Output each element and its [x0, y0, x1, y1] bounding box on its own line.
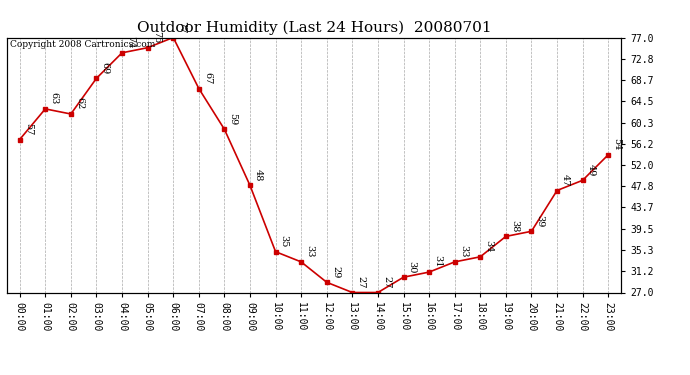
Text: 63: 63	[50, 92, 59, 105]
Text: 69: 69	[101, 62, 110, 74]
Text: 47: 47	[561, 174, 570, 186]
Text: 29: 29	[331, 266, 340, 278]
Text: 30: 30	[408, 261, 417, 273]
Text: 57: 57	[24, 123, 33, 135]
Text: Copyright 2008 Cartronics.com: Copyright 2008 Cartronics.com	[10, 40, 155, 49]
Text: 31: 31	[433, 255, 442, 268]
Text: 48: 48	[254, 169, 263, 181]
Text: 27: 27	[357, 276, 366, 288]
Text: 74: 74	[126, 36, 135, 49]
Text: 33: 33	[459, 245, 468, 258]
Title: Outdoor Humidity (Last 24 Hours)  20080701: Outdoor Humidity (Last 24 Hours) 2008070…	[137, 21, 491, 35]
Text: 38: 38	[510, 220, 519, 232]
Text: 67: 67	[203, 72, 212, 84]
Text: 33: 33	[305, 245, 315, 258]
Text: 39: 39	[535, 215, 544, 227]
Text: 62: 62	[75, 98, 84, 110]
Text: 54: 54	[612, 138, 622, 151]
Text: 59: 59	[228, 113, 237, 125]
Text: 75: 75	[152, 31, 161, 44]
Text: 34: 34	[484, 240, 493, 253]
Text: 49: 49	[586, 164, 595, 176]
Text: 27: 27	[382, 276, 391, 288]
Text: 77: 77	[177, 21, 186, 33]
Text: 35: 35	[279, 235, 288, 248]
